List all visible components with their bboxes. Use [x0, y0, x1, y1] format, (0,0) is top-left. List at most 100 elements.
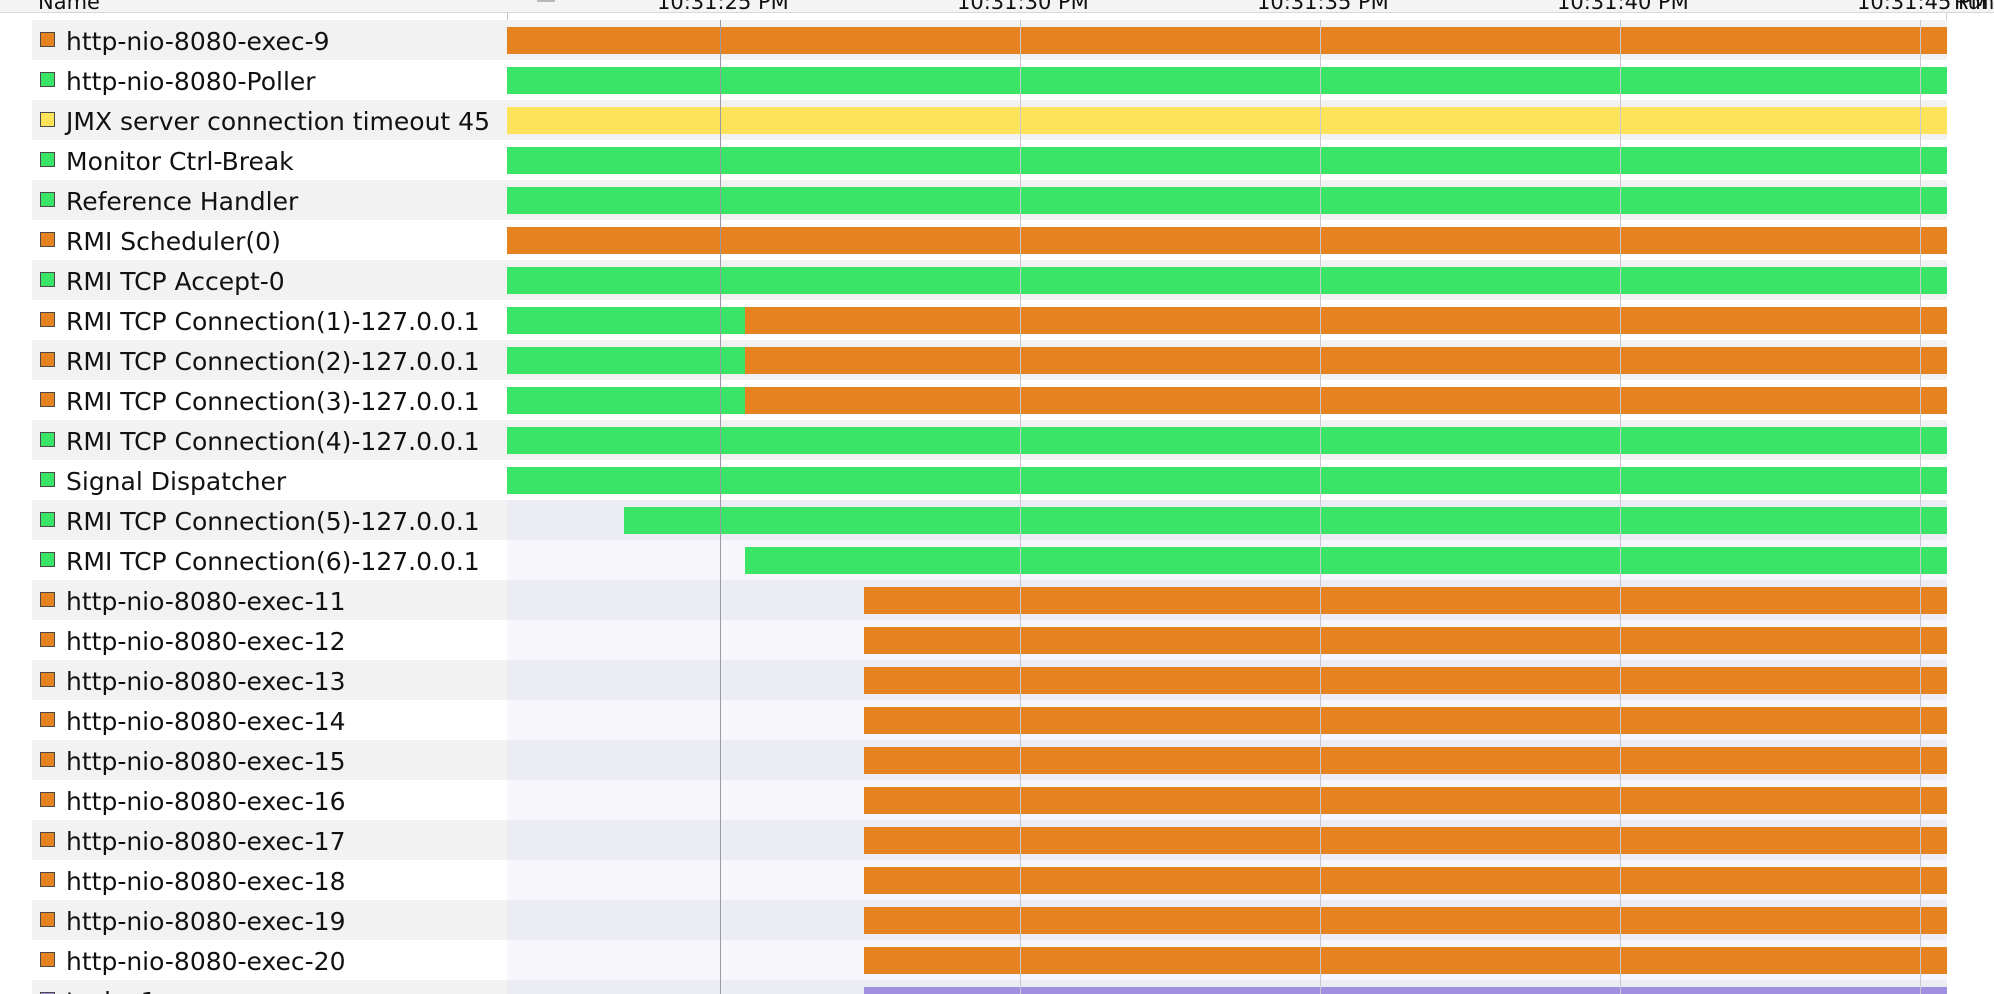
state-segment-waiting[interactable]	[864, 627, 1947, 654]
state-segment-waiting[interactable]	[507, 227, 1947, 254]
thread-row[interactable]: JMX server connection timeout 45	[0, 100, 1994, 140]
state-segment-running[interactable]	[507, 347, 745, 374]
thread-row[interactable]: http-nio-8080-exec-18	[0, 860, 1994, 900]
thread-name-cell[interactable]	[32, 220, 507, 260]
thread-row[interactable]: http-nio-8080-Poller	[0, 60, 1994, 100]
thread-timeline-track[interactable]	[507, 900, 1947, 940]
state-segment-waiting[interactable]	[864, 587, 1947, 614]
thread-row[interactable]: http-nio-8080-exec-14	[0, 700, 1994, 740]
thread-row[interactable]: Reference Handler	[0, 180, 1994, 220]
thread-timeline-track[interactable]	[507, 140, 1947, 180]
state-segment-waiting[interactable]	[864, 707, 1947, 734]
thread-timeline-track[interactable]	[507, 500, 1947, 540]
thread-name-cell[interactable]	[32, 580, 507, 620]
state-segment-sleeping[interactable]	[507, 107, 1947, 134]
thread-row[interactable]: http-nio-8080-exec-16	[0, 780, 1994, 820]
thread-name-cell[interactable]	[32, 20, 507, 60]
state-segment-waiting[interactable]	[864, 867, 1947, 894]
thread-name-cell[interactable]	[32, 660, 507, 700]
thread-timeline-track[interactable]	[507, 420, 1947, 460]
thread-timeline-track[interactable]	[507, 260, 1947, 300]
thread-timeline-track[interactable]	[507, 180, 1947, 220]
state-segment-waiting[interactable]	[745, 387, 1947, 414]
thread-name-cell[interactable]	[32, 900, 507, 940]
thread-name-cell[interactable]	[32, 620, 507, 660]
thread-row[interactable]: http-nio-8080-exec-13	[0, 660, 1994, 700]
thread-timeline-track[interactable]	[507, 780, 1947, 820]
thread-timeline-track[interactable]	[507, 580, 1947, 620]
state-segment-running[interactable]	[507, 187, 1947, 214]
state-segment-running[interactable]	[507, 147, 1947, 174]
state-segment-waiting[interactable]	[745, 347, 1947, 374]
thread-name-cell[interactable]	[32, 940, 507, 980]
thread-timeline-track[interactable]	[507, 620, 1947, 660]
thread-row[interactable]: RMI TCP Connection(3)-127.0.0.1	[0, 380, 1994, 420]
state-segment-waiting[interactable]	[864, 907, 1947, 934]
thread-name-cell[interactable]	[32, 60, 507, 100]
thread-timeline-track[interactable]	[507, 100, 1947, 140]
thread-name-cell[interactable]	[32, 180, 507, 220]
state-segment-waiting[interactable]	[864, 827, 1947, 854]
thread-name-cell[interactable]	[32, 820, 507, 860]
thread-timeline-track[interactable]	[507, 460, 1947, 500]
thread-row[interactable]: RMI TCP Connection(1)-127.0.0.1	[0, 300, 1994, 340]
thread-timeline-track[interactable]	[507, 660, 1947, 700]
thread-timeline-track[interactable]	[507, 220, 1947, 260]
state-segment-waiting[interactable]	[864, 667, 1947, 694]
state-segment-running[interactable]	[507, 467, 1947, 494]
thread-row[interactable]: http-nio-8080-exec-19	[0, 900, 1994, 940]
thread-row[interactable]: tasks-1	[0, 980, 1994, 994]
thread-timeline-track[interactable]	[507, 700, 1947, 740]
state-segment-running[interactable]	[507, 267, 1947, 294]
thread-timeline-track[interactable]	[507, 20, 1947, 60]
thread-timeline-track[interactable]	[507, 860, 1947, 900]
thread-row[interactable]: RMI TCP Connection(5)-127.0.0.1	[0, 500, 1994, 540]
thread-row[interactable]: http-nio-8080-exec-11	[0, 580, 1994, 620]
thread-timeline-track[interactable]	[507, 340, 1947, 380]
state-segment-running[interactable]	[624, 507, 1947, 534]
state-segment-waiting[interactable]	[864, 787, 1947, 814]
state-segment-running[interactable]	[507, 427, 1947, 454]
thread-timeline-track[interactable]	[507, 380, 1947, 420]
state-segment-running[interactable]	[507, 307, 745, 334]
thread-timeline-track[interactable]	[507, 740, 1947, 780]
thread-name-cell[interactable]	[32, 700, 507, 740]
thread-row[interactable]: http-nio-8080-exec-17	[0, 820, 1994, 860]
thread-row[interactable]: http-nio-8080-exec-9	[0, 20, 1994, 60]
name-column-header[interactable]: Name	[38, 0, 100, 14]
thread-timeline-track[interactable]	[507, 60, 1947, 100]
thread-name-cell[interactable]	[32, 980, 507, 994]
state-segment-waiting[interactable]	[864, 747, 1947, 774]
thread-timeline-track[interactable]	[507, 540, 1947, 580]
thread-name-cell[interactable]	[32, 420, 507, 460]
thread-row[interactable]: http-nio-8080-exec-12	[0, 620, 1994, 660]
state-segment-running[interactable]	[745, 547, 1947, 574]
thread-row[interactable]: RMI TCP Connection(2)-127.0.0.1	[0, 340, 1994, 380]
thread-timeline-track[interactable]	[507, 940, 1947, 980]
thread-timeline-track[interactable]	[507, 300, 1947, 340]
thread-row[interactable]: Signal Dispatcher	[0, 460, 1994, 500]
thread-name-cell[interactable]	[32, 860, 507, 900]
thread-row[interactable]: http-nio-8080-exec-15	[0, 740, 1994, 780]
thread-timeline-track[interactable]	[507, 820, 1947, 860]
thread-name-cell[interactable]	[32, 340, 507, 380]
collapse-handle-icon[interactable]	[537, 0, 555, 2]
thread-name-cell[interactable]	[32, 380, 507, 420]
thread-name-cell[interactable]	[32, 500, 507, 540]
thread-name-cell[interactable]	[32, 780, 507, 820]
thread-name-cell[interactable]	[32, 100, 507, 140]
state-segment-waiting[interactable]	[507, 27, 1947, 54]
thread-row[interactable]: RMI Scheduler(0)	[0, 220, 1994, 260]
state-segment-running[interactable]	[507, 387, 745, 414]
thread-name-cell[interactable]	[32, 740, 507, 780]
state-segment-waiting[interactable]	[864, 947, 1947, 974]
state-segment-park[interactable]	[864, 987, 1947, 994]
thread-name-cell[interactable]	[32, 300, 507, 340]
thread-name-cell[interactable]	[32, 460, 507, 500]
thread-row[interactable]: http-nio-8080-exec-20	[0, 940, 1994, 980]
thread-row[interactable]: RMI TCP Connection(4)-127.0.0.1	[0, 420, 1994, 460]
thread-row[interactable]: RMI TCP Accept-0	[0, 260, 1994, 300]
thread-row[interactable]: RMI TCP Connection(6)-127.0.0.1	[0, 540, 1994, 580]
state-segment-waiting[interactable]	[745, 307, 1947, 334]
thread-name-cell[interactable]	[32, 260, 507, 300]
